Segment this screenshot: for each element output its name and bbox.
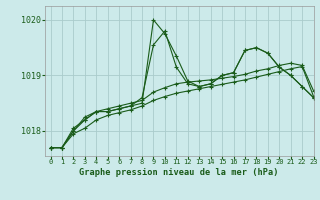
X-axis label: Graphe pression niveau de la mer (hPa): Graphe pression niveau de la mer (hPa)	[79, 168, 279, 177]
